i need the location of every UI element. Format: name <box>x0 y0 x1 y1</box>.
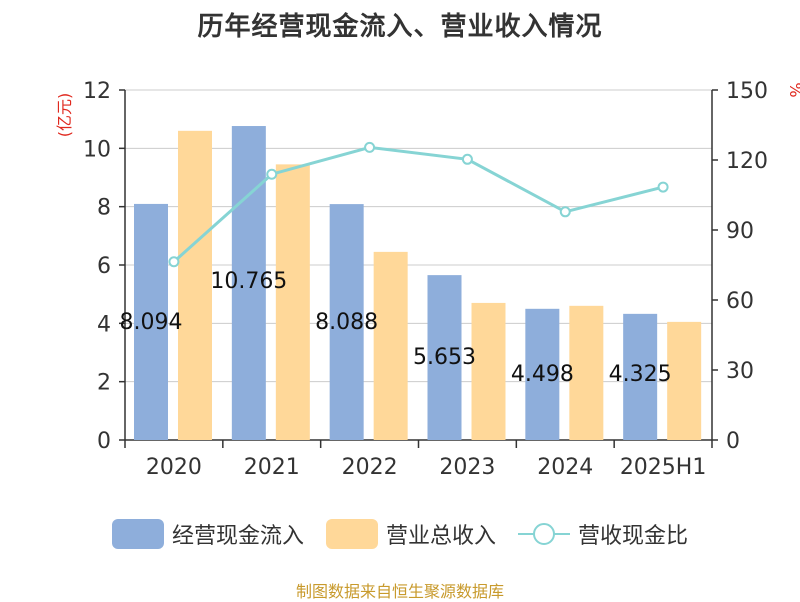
y-left-tick-label: 8 <box>97 196 111 221</box>
bar-cash-inflow <box>134 203 168 440</box>
bar-cash-inflow <box>427 275 462 440</box>
x-tick-label: 2020 <box>146 455 202 480</box>
data-label-cash-inflow: 5.653 <box>413 345 476 370</box>
data-label-cash-inflow: 10.765 <box>210 269 287 294</box>
line-ratio-point <box>168 256 180 268</box>
legend: 经营现金流入 营业总收入 营收现金比 <box>0 514 800 554</box>
bar-cash-inflow <box>231 126 266 440</box>
y-right-unit-label: % <box>786 82 800 97</box>
legend-item-revenue[interactable]: 营业总收入 <box>325 518 496 550</box>
legend-line-ratio-icon <box>518 519 570 549</box>
x-tick-label: 2024 <box>537 455 593 480</box>
y-right-tick-label: 60 <box>726 289 754 314</box>
x-tick-label: 2022 <box>342 455 398 480</box>
y-left-tick-label: 4 <box>97 312 111 337</box>
bar-revenue <box>667 321 702 440</box>
line-ratio <box>172 145 664 263</box>
legend-label-ratio: 营收现金比 <box>578 524 689 549</box>
bar-cash-inflow <box>525 308 560 440</box>
legend-item-ratio[interactable]: 营收现金比 <box>518 518 688 550</box>
line-ratio-point <box>266 168 278 180</box>
legend-swatch-cash-inflow <box>111 519 164 549</box>
y-right-tick-label: 0 <box>726 429 740 454</box>
bar-revenue <box>275 164 310 440</box>
legend-label-revenue: 营业总收入 <box>385 524 496 549</box>
bar-cash-inflow <box>623 313 658 440</box>
bar-revenue <box>471 302 506 440</box>
data-label-cash-inflow: 8.088 <box>315 310 378 335</box>
x-tick-label: 2023 <box>439 455 495 480</box>
y-left-tick-label: 10 <box>83 137 111 162</box>
legend-label-cash-inflow: 经营现金流入 <box>171 524 304 549</box>
bar-revenue <box>569 305 604 440</box>
line-ratio-point <box>461 153 473 165</box>
bar-cash-inflow <box>329 204 364 440</box>
y-right-tick-label: 90 <box>726 219 754 244</box>
x-tick-label: 2021 <box>244 455 300 480</box>
y-left-tick-label: 0 <box>97 429 111 454</box>
y-right-tick-label: 30 <box>726 359 754 384</box>
data-label-cash-inflow: 8.094 <box>120 310 183 335</box>
bar-revenue <box>178 130 212 441</box>
legend-swatch-revenue <box>325 519 378 549</box>
line-ratio-point <box>559 206 571 218</box>
chart-title: 历年经营现金流入、营业收入情况 <box>197 12 603 42</box>
y-right-tick-label: 120 <box>726 149 768 174</box>
y-left-tick-label: 12 <box>83 79 111 104</box>
legend-item-cash-inflow[interactable]: 经营现金流入 <box>111 518 304 550</box>
source-note: 制图数据来自恒生聚源数据库 <box>295 582 504 601</box>
y-left-unit-label: (亿元) <box>55 93 74 138</box>
y-right-tick-label: 150 <box>726 79 768 104</box>
y-left-tick-label: 2 <box>97 371 111 396</box>
bar-revenue <box>373 251 408 440</box>
x-tick-label: 2025H1 <box>620 455 707 480</box>
line-ratio-point <box>657 181 669 193</box>
data-label-cash-inflow: 4.325 <box>609 362 672 387</box>
line-ratio-point <box>364 141 376 153</box>
data-label-cash-inflow: 4.498 <box>511 362 574 387</box>
y-left-tick-label: 6 <box>97 254 111 279</box>
